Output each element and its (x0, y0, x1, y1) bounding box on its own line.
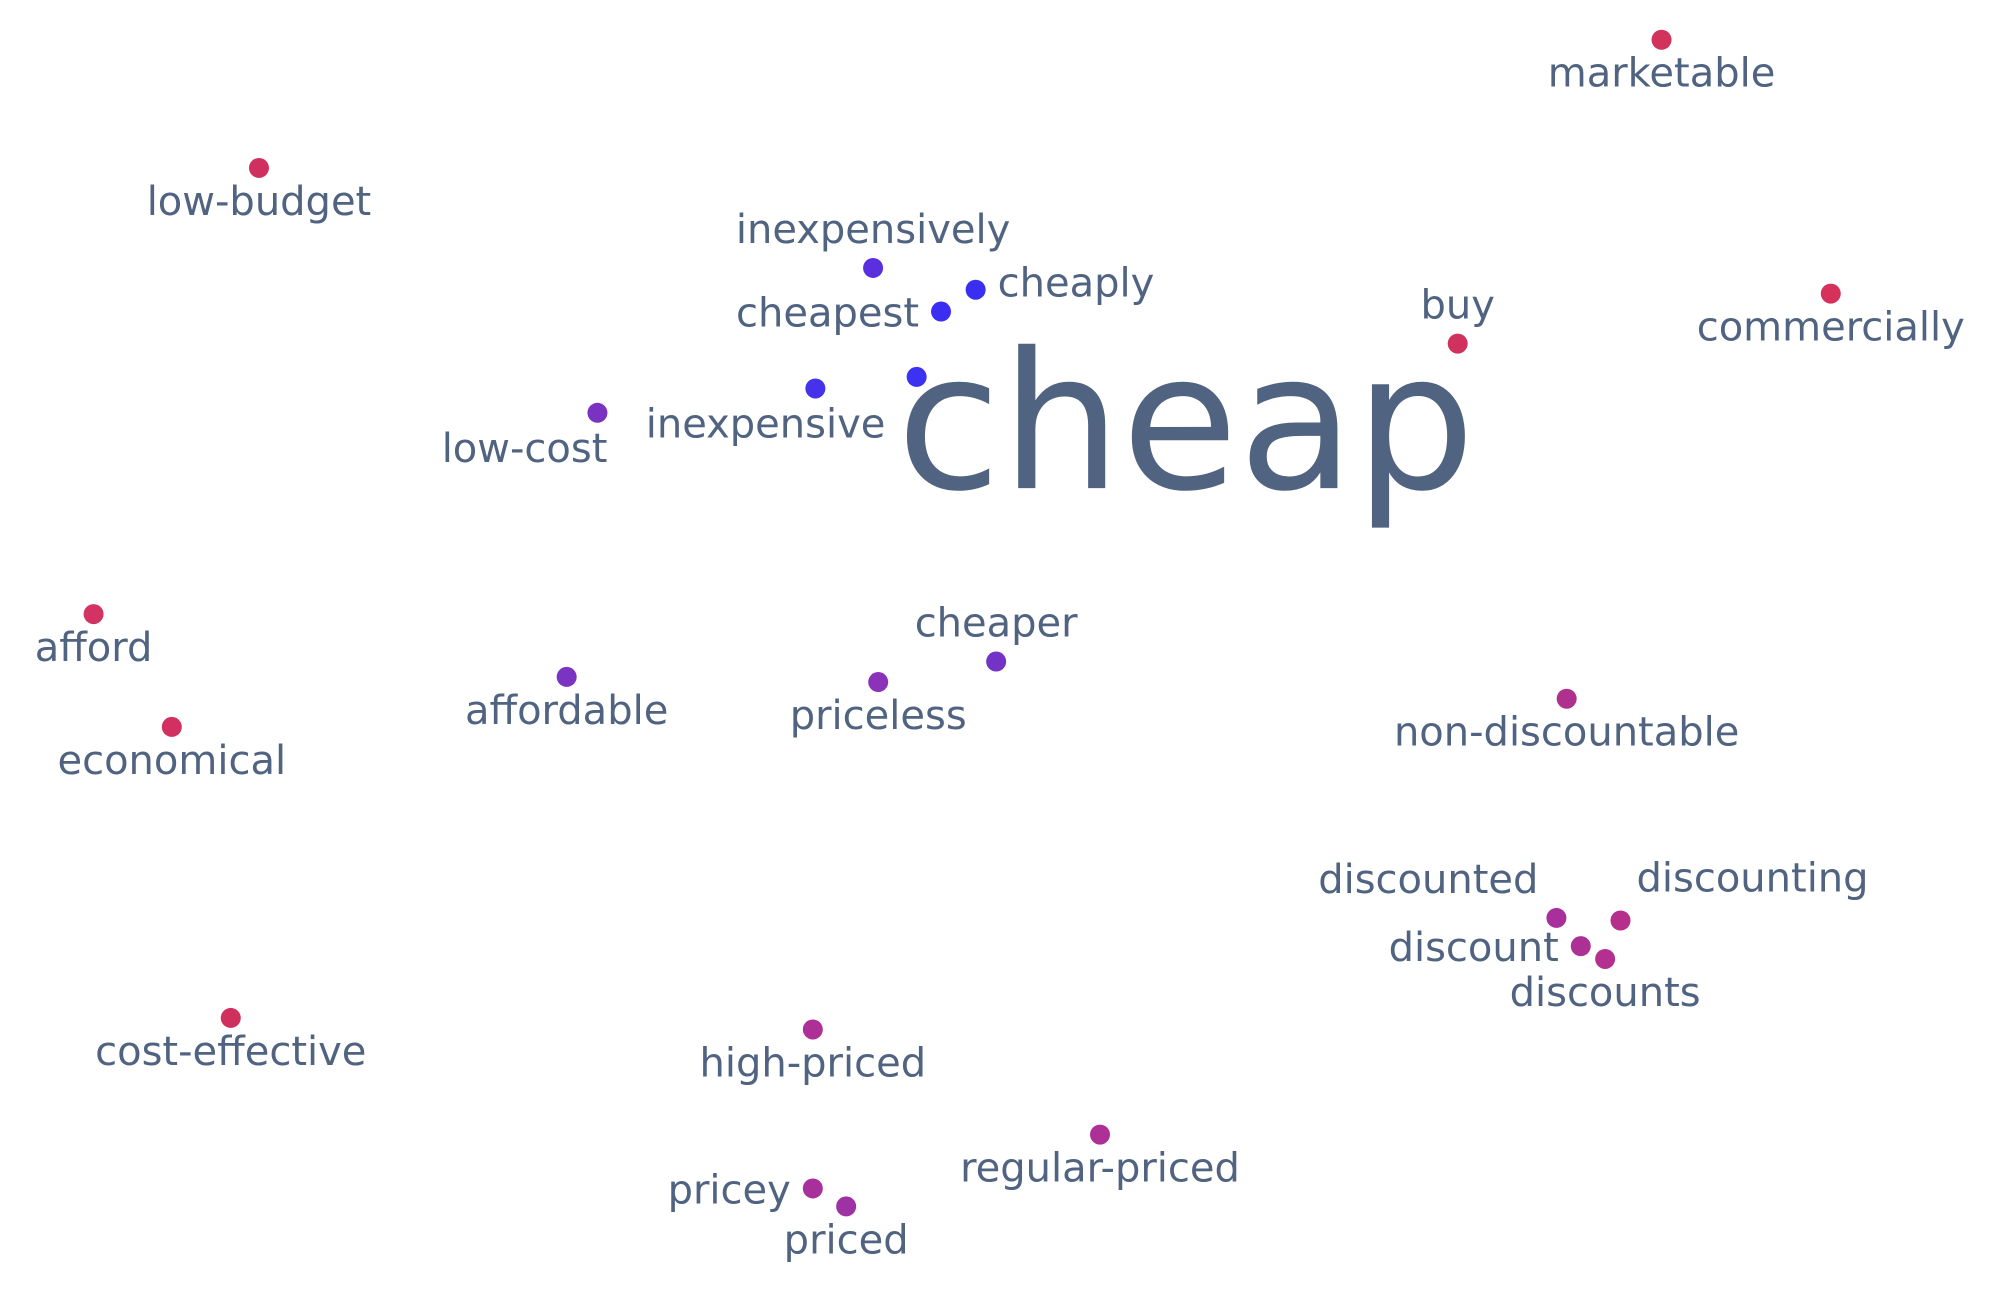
point-inexpensive (805, 378, 826, 399)
point-label-cheaply: cheaply (998, 261, 1155, 307)
point-commercially (1820, 283, 1841, 304)
point-regular-priced (1090, 1124, 1110, 1145)
point-pricey (802, 1178, 823, 1199)
point-label-discounting: discounting (1637, 855, 1869, 901)
point-label-marketable: marketable (1548, 51, 1776, 97)
point-priced (836, 1196, 857, 1217)
point-label-priceless: priceless (790, 693, 967, 739)
scatter-marks (83, 29, 1841, 1217)
point-label-buy: buy (1420, 283, 1494, 329)
point-label-low-cost: low-cost (442, 426, 608, 472)
point-low-budget (248, 157, 269, 178)
point-label-commercially: commercially (1697, 305, 1965, 351)
point-priceless (868, 672, 889, 693)
point-cheapest (931, 301, 952, 322)
point-cheaply (965, 279, 986, 300)
point-label-high-priced: high-priced (700, 1040, 927, 1086)
point-marketable (1651, 29, 1672, 50)
point-label-priced: priced (784, 1217, 909, 1263)
point-label-discounted: discounted (1318, 857, 1538, 903)
point-label-cheaper: cheaper (915, 601, 1078, 647)
point-label-afford: afford (35, 625, 153, 671)
scatter-labels: marketable low-budget inexpensively cheaply… (35, 51, 1965, 1264)
point-label-non-discountable: non-discountable (1394, 710, 1739, 756)
point-label-inexpensively: inexpensively (736, 207, 1010, 253)
point-buy (1447, 333, 1468, 354)
point-cost-effective (220, 1007, 241, 1028)
point-label-pricey: pricey (668, 1167, 791, 1213)
point-discounted (1546, 907, 1567, 928)
point-label-cost-effective: cost-effective (95, 1029, 366, 1075)
point-label-regular-priced: regular-priced (960, 1146, 1240, 1192)
point-high-priced (802, 1019, 823, 1040)
point-affordable (556, 666, 577, 687)
point-discount (1570, 936, 1591, 957)
point-label-affordable: affordable (465, 688, 668, 734)
point-label-discount: discount (1389, 925, 1559, 971)
point-discounting (1610, 910, 1631, 931)
point-label-cheapest: cheapest (736, 291, 919, 337)
point-label-low-budget: low-budget (147, 179, 372, 225)
point-label-inexpensive: inexpensive (646, 401, 886, 447)
point-non-discountable (1556, 688, 1577, 709)
point-label-discounts: discounts (1510, 970, 1701, 1016)
point-cheaper (986, 651, 1007, 672)
center-word-label: cheap (896, 312, 1475, 533)
point-unlabeled-8 (906, 366, 927, 387)
point-economical (161, 716, 182, 737)
point-afford (83, 604, 104, 625)
point-discounts (1595, 948, 1616, 969)
point-label-economical: economical (57, 738, 286, 784)
point-inexpensively (863, 257, 884, 278)
point-low-cost (587, 402, 608, 423)
